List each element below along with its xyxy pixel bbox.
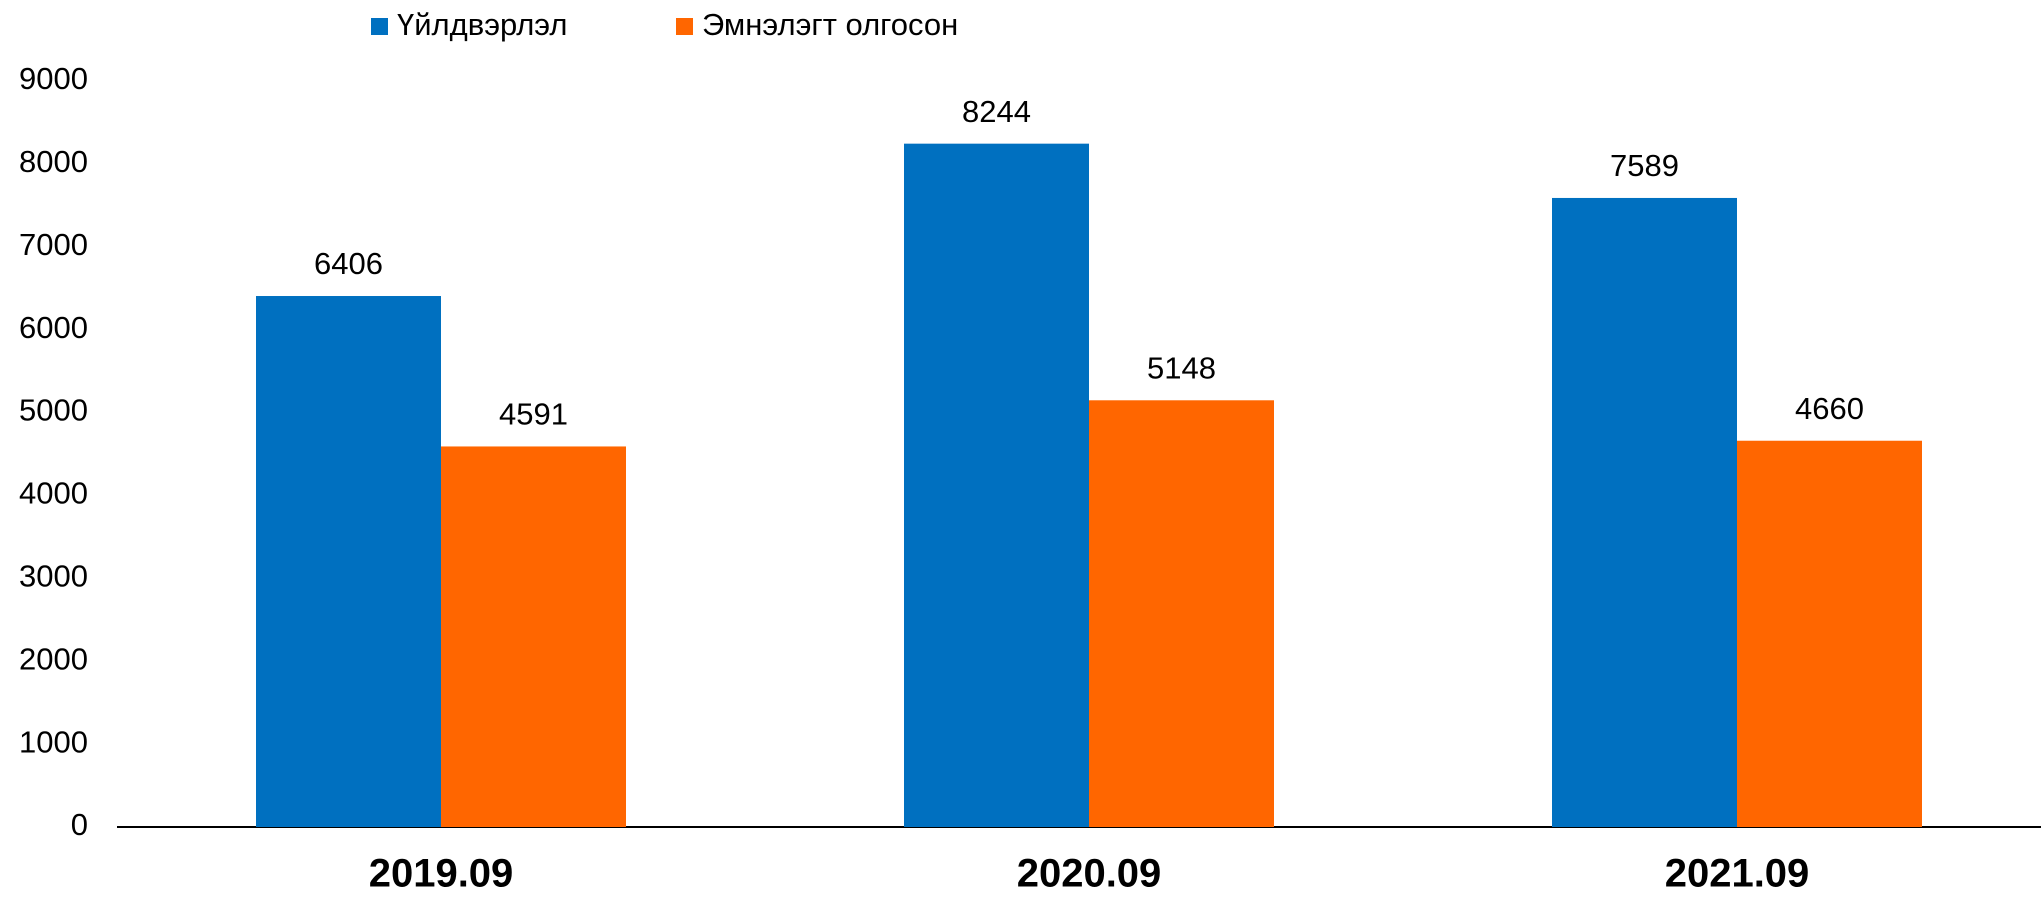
legend-label: Эмнэлэгт олгосон xyxy=(702,7,958,42)
y-tick-label: 8000 xyxy=(19,144,88,179)
x-tick-label: 2021.09 xyxy=(1665,852,1810,896)
x-tick-label: 2020.09 xyxy=(1017,852,1162,896)
data-label: 5148 xyxy=(1147,350,1216,385)
y-tick-label: 4000 xyxy=(19,476,88,511)
legend-label: Үйлдвэрлэл xyxy=(397,7,568,42)
data-label: 4591 xyxy=(499,397,568,432)
legend-swatch xyxy=(371,18,388,35)
data-label: 6406 xyxy=(314,246,383,281)
bar xyxy=(904,143,1089,827)
bar xyxy=(256,296,441,827)
y-tick-label: 7000 xyxy=(19,227,88,262)
y-tick-label: 9000 xyxy=(19,61,88,96)
y-tick-label: 3000 xyxy=(19,559,88,594)
y-tick-label: 2000 xyxy=(19,641,88,676)
bar xyxy=(441,446,626,827)
bar xyxy=(1552,197,1737,827)
y-tick-label: 1000 xyxy=(19,724,88,759)
legend-swatch xyxy=(676,18,693,35)
y-tick-label: 0 xyxy=(71,807,88,842)
y-tick-label: 6000 xyxy=(19,310,88,345)
y-tick-label: 5000 xyxy=(19,393,88,428)
data-label: 8244 xyxy=(962,94,1031,129)
data-label: 7589 xyxy=(1610,148,1679,183)
data-label: 4660 xyxy=(1795,391,1864,426)
x-tick-label: 2019.09 xyxy=(369,852,514,896)
bar xyxy=(1737,440,1922,827)
bar xyxy=(1089,400,1274,827)
